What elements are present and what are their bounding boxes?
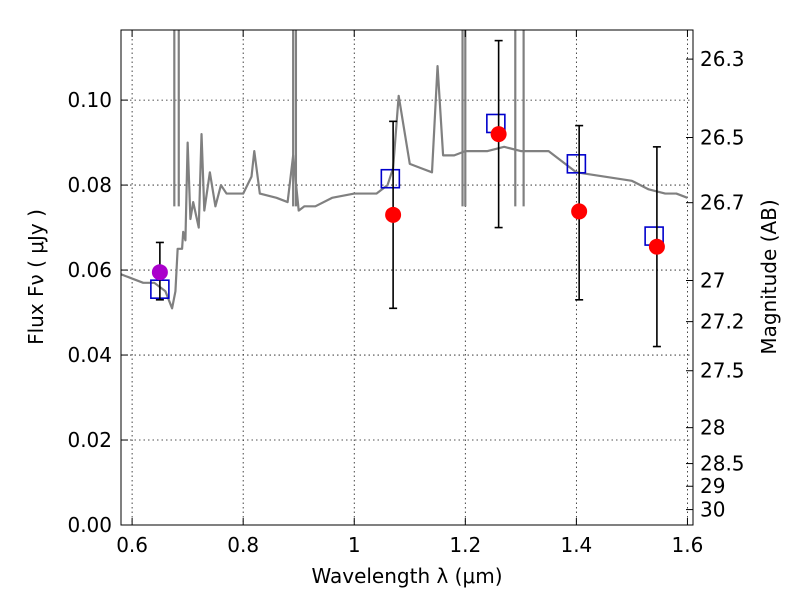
observed-flux-point <box>648 238 665 255</box>
x-tick-label: 0.8 <box>227 533 259 557</box>
y2-tick-label: 28 <box>700 416 725 440</box>
optical-flux-point <box>151 264 168 281</box>
x-axis-title: Wavelength λ (μm) <box>311 564 502 588</box>
x-tick-label: 1.4 <box>560 533 592 557</box>
plot-frame <box>120 29 694 526</box>
x-tick-label: 1.6 <box>672 533 704 557</box>
y2-tick-label: 30 <box>700 498 725 522</box>
y-tick-label: 0.02 <box>67 428 112 452</box>
plot-area <box>121 30 688 348</box>
y-tick-label: 0.00 <box>67 513 112 537</box>
y-tick-label: 0.06 <box>67 258 112 282</box>
y2-tick-label: 27.2 <box>700 310 745 334</box>
y2-tick-label: 27.5 <box>700 359 745 383</box>
y2-tick-label: 29 <box>700 474 725 498</box>
y2-axis-title: Magnitude (AB) <box>757 199 781 354</box>
y-tick-label: 0.08 <box>67 173 112 197</box>
y2-tick-label: 26.7 <box>700 191 745 215</box>
y-tick-label: 0.04 <box>67 343 112 367</box>
axis-ticks: 0.6 0.8 1 1.2 1.4 1.6 0.00 0.02 0.04 0.06 0.08 0.10… <box>67 30 745 557</box>
y2-tick-label: 28.5 <box>700 452 745 476</box>
observed-flux-point <box>571 203 588 220</box>
x-tick-label: 1.2 <box>449 533 481 557</box>
observed-flux-point <box>490 126 507 143</box>
y2-tick-label: 27 <box>700 268 725 292</box>
y-axis-title: Flux Fν ( μJy ) <box>24 209 48 345</box>
y-tick-label: 0.10 <box>67 88 112 112</box>
observed-flux-point <box>385 206 402 223</box>
y2-tick-label: 26.5 <box>700 125 745 149</box>
synthetic-photometry-square <box>566 154 587 174</box>
x-tick-label: 0.6 <box>116 533 148 557</box>
synthetic-photometry-square <box>380 168 401 189</box>
x-tick-label: 1 <box>348 533 361 557</box>
y2-tick-label: 26.3 <box>700 47 745 71</box>
